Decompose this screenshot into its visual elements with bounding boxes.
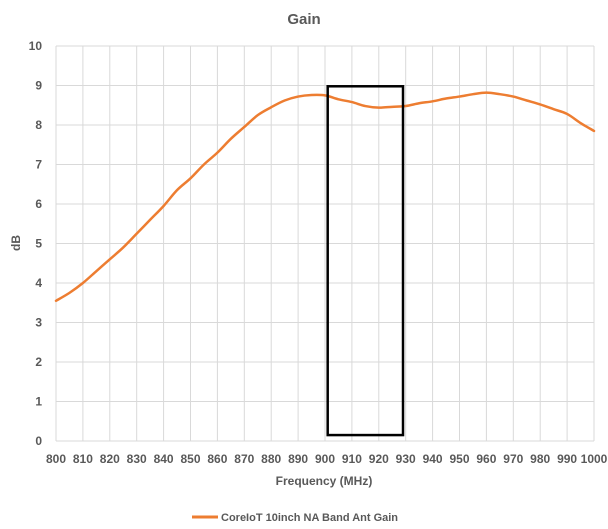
x-tick-label: 900 bbox=[315, 452, 335, 466]
y-tick-label: 4 bbox=[35, 276, 42, 290]
y-tick-label: 9 bbox=[35, 79, 42, 93]
x-tick-label: 840 bbox=[154, 452, 174, 466]
x-tick-label: 990 bbox=[557, 452, 577, 466]
x-tick-label: 800 bbox=[46, 452, 66, 466]
y-tick-label: 7 bbox=[35, 158, 42, 172]
x-tick-label: 960 bbox=[476, 452, 496, 466]
series-line bbox=[54, 91, 596, 303]
chart-title: Gain bbox=[287, 11, 320, 28]
x-tick-label: 880 bbox=[261, 452, 281, 466]
y-tick-label: 6 bbox=[35, 197, 42, 211]
x-tick-label: 810 bbox=[73, 452, 93, 466]
y-tick-label: 10 bbox=[29, 39, 43, 53]
x-tick-label: 1000 bbox=[581, 452, 608, 466]
y-tick-label: 2 bbox=[35, 355, 42, 369]
x-tick-label: 970 bbox=[503, 452, 523, 466]
y-tick-label: 1 bbox=[35, 395, 42, 409]
x-tick-label: 820 bbox=[100, 452, 120, 466]
x-tick-label: 940 bbox=[423, 452, 443, 466]
legend: CoreIoT 10inch NA Band Ant Gain bbox=[192, 512, 398, 524]
y-tick-label: 8 bbox=[35, 118, 42, 132]
y-tick-label: 0 bbox=[35, 434, 42, 448]
x-axis-title: Frequency (MHz) bbox=[276, 474, 373, 488]
x-tick-label: 980 bbox=[530, 452, 550, 466]
x-tick-label: 950 bbox=[449, 452, 469, 466]
x-tick-label: 830 bbox=[127, 452, 147, 466]
tick-labels: 800 810 820 830 840 850 860 870 880 890 900 910 920 9… bbox=[29, 39, 608, 466]
y-tick-label: 5 bbox=[35, 237, 42, 251]
x-tick-label: 910 bbox=[342, 452, 362, 466]
highlight-box bbox=[326, 85, 405, 437]
x-tick-label: 870 bbox=[234, 452, 254, 466]
x-tick-label: 920 bbox=[369, 452, 389, 466]
x-tick-label: 930 bbox=[396, 452, 416, 466]
x-tick-label: 860 bbox=[207, 452, 227, 466]
annotations bbox=[326, 85, 405, 437]
x-tick-label: 890 bbox=[288, 452, 308, 466]
y-tick-label: 3 bbox=[35, 316, 42, 330]
y-axis-title: dB bbox=[9, 235, 23, 251]
x-tick-label: 850 bbox=[180, 452, 200, 466]
legend-label: CoreIoT 10inch NA Band Ant Gain bbox=[221, 512, 398, 524]
series-layer bbox=[54, 91, 596, 303]
grid bbox=[55, 45, 595, 442]
